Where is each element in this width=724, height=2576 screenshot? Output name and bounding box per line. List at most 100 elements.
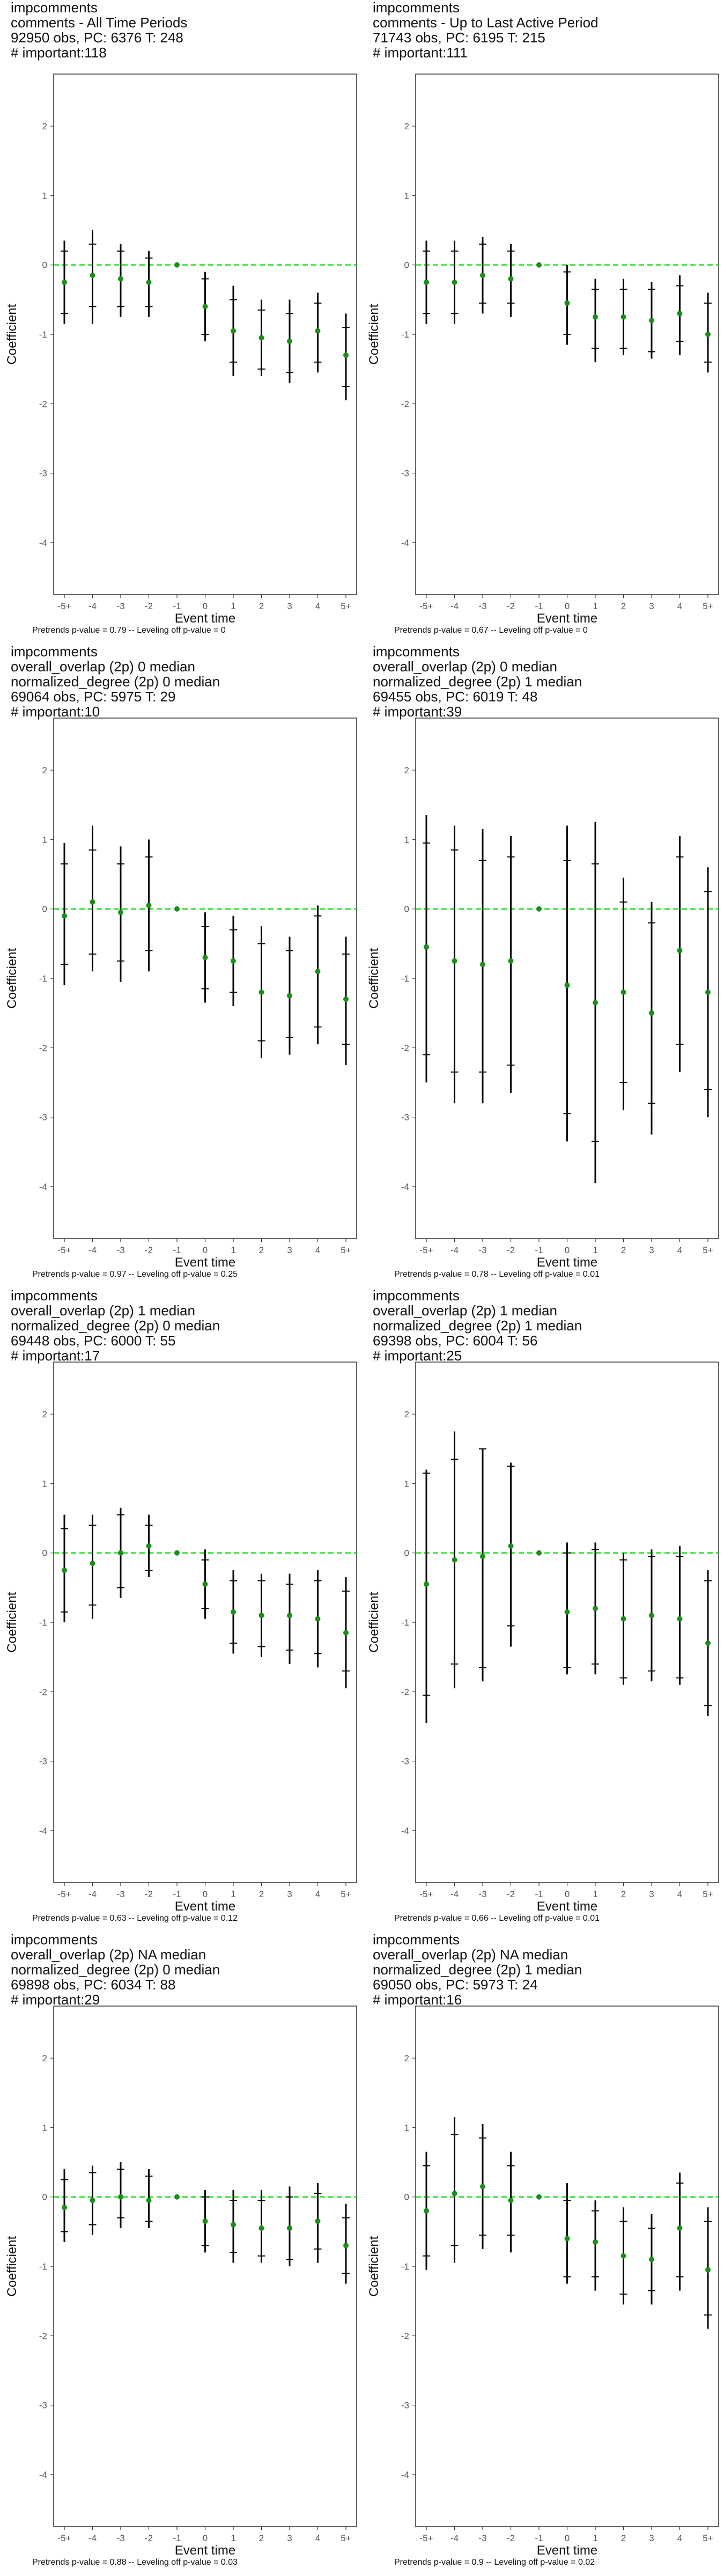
- y-tick-label: -4: [401, 538, 409, 548]
- coefficient-point: [62, 280, 67, 285]
- coefficient-point: [315, 2218, 321, 2224]
- y-tick-label: -4: [401, 1182, 409, 1192]
- plot-frame: [53, 2006, 357, 2527]
- coefficient-point: [343, 2243, 349, 2249]
- coefficient-point: [90, 1561, 95, 1567]
- x-tick-label: -3: [478, 1889, 486, 1899]
- y-tick-label: -2: [39, 399, 47, 409]
- chart-title: impcomments overall_overlap (2p) 1 median…: [11, 1288, 220, 1363]
- chart-title-line: impcomments: [373, 1931, 460, 1948]
- coefficient-point: [649, 1010, 654, 1016]
- coefficient-point: [705, 332, 711, 337]
- plot-frame: [53, 1362, 357, 1883]
- coefficient-point: [258, 989, 264, 995]
- y-axis-label: Coefficient: [367, 304, 381, 364]
- pvalue-footer: Pretrends p-value = 0.78 -- Leveling off…: [394, 1270, 600, 1279]
- x-tick-label: 3: [287, 601, 292, 611]
- coefficient-point: [258, 1613, 264, 1619]
- y-tick-label: 1: [404, 191, 409, 201]
- coefficient-point: [287, 338, 292, 344]
- x-tick-label: -1: [535, 2533, 543, 2543]
- pvalue-footer: Pretrends p-value = 0.67 -- Leveling off…: [394, 626, 588, 635]
- x-tick-label: 4: [315, 1889, 320, 1899]
- x-tick-label: 0: [203, 1889, 208, 1899]
- coefficient-point: [202, 1581, 208, 1587]
- y-tick-label: -4: [39, 1182, 47, 1192]
- x-tick-label: 4: [677, 1889, 682, 1899]
- y-tick-label: -1: [401, 1618, 409, 1628]
- x-tick-label: 4: [315, 1245, 320, 1255]
- chart-panel-8: impcomments overall_overlap (2p) NA media…: [362, 1932, 724, 2576]
- coefficient-point: [620, 2253, 626, 2259]
- coefficient-point: [287, 993, 292, 999]
- x-tick-label: -3: [478, 601, 486, 611]
- x-tick-label: -4: [450, 1889, 459, 1899]
- coefficient-point: [424, 1581, 429, 1587]
- x-tick-label: -3: [116, 1889, 124, 1899]
- chart-panel-6: impcomments overall_overlap (2p) 1 median…: [362, 1288, 724, 1932]
- x-tick-label: -5+: [57, 2533, 71, 2543]
- chart-svg: 2 1 0 -1 -2 -3 -4 -5+ -4 -3 -2 -1 0 1 2 3 4 5+ Event time C…: [5, 2006, 357, 2555]
- x-tick-label: 1: [231, 1245, 235, 1255]
- x-tick-label: -3: [478, 1245, 486, 1255]
- y-tick-label: -4: [39, 1826, 47, 1836]
- chart-title-line: impcomments: [373, 1287, 460, 1304]
- coefficient-point: [649, 1613, 654, 1619]
- x-tick-label: 5+: [341, 601, 351, 611]
- y-tick-label: 2: [404, 121, 409, 131]
- x-axis-label: Event time: [175, 611, 235, 623]
- x-tick-label: -2: [145, 1245, 153, 1255]
- x-tick-label: 5+: [703, 601, 713, 611]
- coefficient-point: [536, 906, 542, 912]
- x-tick-label: 3: [649, 2533, 654, 2543]
- x-tick-label: -5+: [419, 1245, 433, 1255]
- x-axis-label: Event time: [175, 1255, 235, 1267]
- y-axis-label: Coefficient: [367, 948, 381, 1008]
- chart-svg: 2 1 0 -1 -2 -3 -4 -5+ -4 -3 -2 -1 0 1 2 3 4 5+ Event time C…: [367, 2006, 719, 2555]
- coefficient-point: [287, 1613, 292, 1619]
- y-tick-label: 1: [42, 191, 47, 201]
- chart-svg: 2 1 0 -1 -2 -3 -4 -5+ -4 -3 -2 -1 0 1 2 3 4 5+ Event time C…: [5, 1362, 357, 1911]
- chart-panel-7: impcomments overall_overlap (2p) NA media…: [0, 1932, 362, 2576]
- x-tick-label: 3: [287, 1889, 292, 1899]
- chart-title-line: 92950 obs, PC: 6376 T: 248: [11, 30, 183, 46]
- y-tick-label: 0: [404, 2192, 409, 2202]
- x-tick-label: 2: [259, 1245, 264, 1255]
- x-tick-label: 2: [621, 1245, 626, 1255]
- x-tick-label: 5+: [703, 1245, 713, 1255]
- y-tick-label: 0: [404, 260, 409, 270]
- y-tick-label: 0: [42, 1548, 47, 1558]
- x-tick-label: 1: [231, 601, 235, 611]
- coefficient-point: [620, 989, 626, 995]
- chart-title-line: 69050 obs, PC: 5973 T: 24: [373, 1977, 538, 1993]
- coefficient-point: [231, 1609, 236, 1615]
- coefficient-point: [677, 1616, 683, 1622]
- pvalue-footer: Pretrends p-value = 0.79 -- Leveling off…: [32, 626, 226, 635]
- coefficient-point: [564, 2236, 570, 2242]
- coefficient-point: [174, 906, 180, 912]
- y-tick-label: -2: [39, 2331, 47, 2341]
- x-tick-label: -3: [478, 2533, 486, 2543]
- x-tick-label: 3: [649, 1889, 654, 1899]
- chart-title-line: # important:111: [373, 45, 468, 61]
- coefficient-point: [146, 903, 152, 909]
- coefficient-point: [90, 273, 95, 279]
- pvalue-footer: Pretrends p-value = 0.9 -- Leveling off …: [394, 2558, 595, 2567]
- y-axis-label: Coefficient: [5, 1592, 19, 1652]
- y-tick-label: 1: [42, 835, 47, 845]
- x-axis-label: Event time: [175, 2543, 235, 2555]
- coefficient-point: [536, 262, 542, 268]
- coefficient-point: [424, 280, 429, 285]
- x-tick-label: 0: [565, 1889, 570, 1899]
- x-tick-label: 1: [231, 2533, 235, 2543]
- coefficient-point: [620, 1616, 626, 1622]
- y-tick-label: -2: [401, 1043, 409, 1053]
- y-tick-label: 2: [42, 1409, 47, 1419]
- pvalue-footer: Pretrends p-value = 0.97 -- Leveling off…: [32, 1270, 238, 1279]
- y-tick-label: 2: [404, 2053, 409, 2063]
- coefficient-point: [258, 335, 264, 341]
- x-tick-label: -2: [145, 2533, 153, 2543]
- y-tick-label: -3: [401, 2401, 409, 2411]
- pvalue-footer: Pretrends p-value = 0.63 -- Leveling off…: [32, 1914, 238, 1923]
- y-tick-label: -3: [401, 1757, 409, 1767]
